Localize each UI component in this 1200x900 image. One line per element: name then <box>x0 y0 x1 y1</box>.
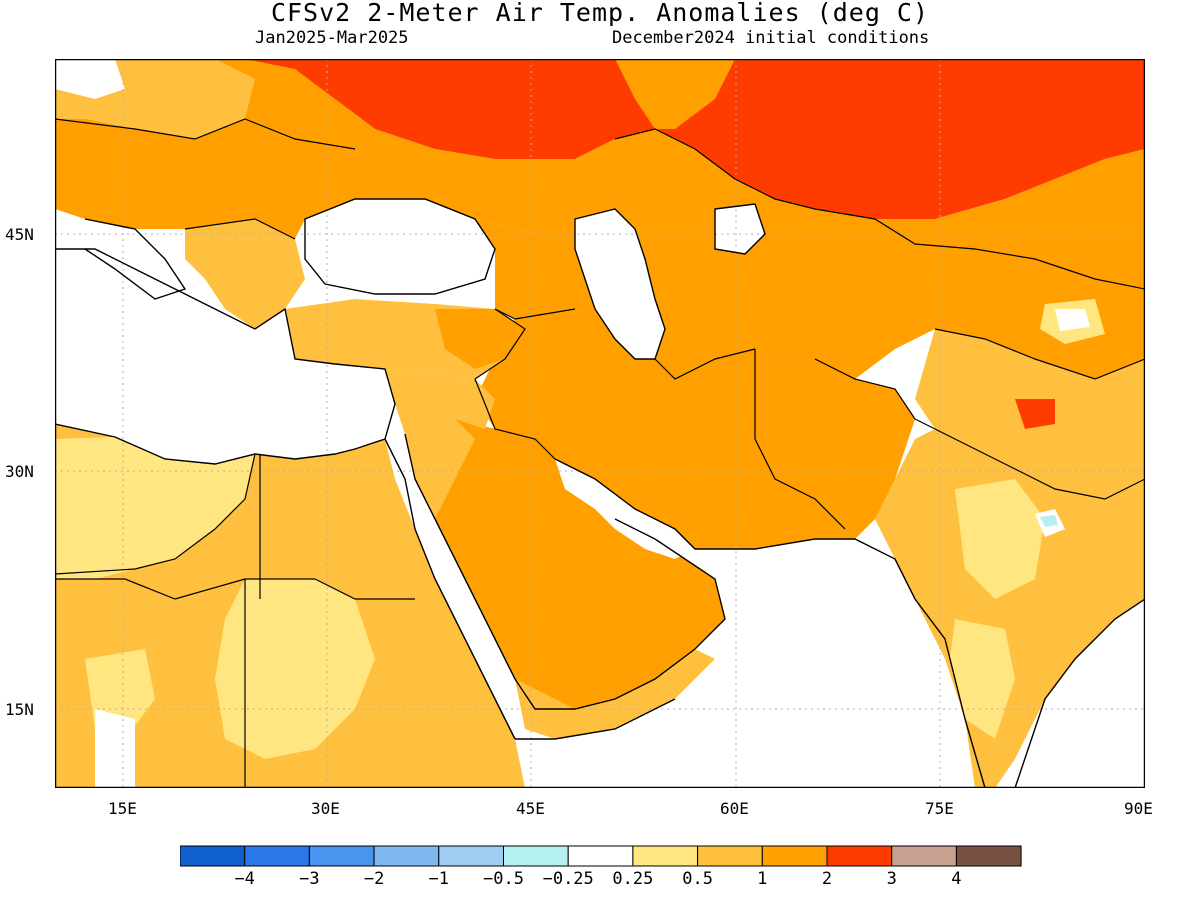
india-mild-1 <box>955 479 1045 599</box>
bay-of-bengal <box>1015 599 1145 788</box>
lat-tick-45n: 45N <box>5 225 34 244</box>
russia-orange-bite <box>615 59 735 129</box>
arabia-land <box>405 419 725 709</box>
tibet-white-spot <box>1055 309 1090 331</box>
legend-swatch-8 <box>697 845 763 867</box>
legend-label: 3 <box>886 869 897 889</box>
turkey-hot <box>435 309 525 369</box>
legend-label: 4 <box>951 869 962 889</box>
legend-swatch-0 <box>180 845 246 867</box>
anomaly-map <box>55 59 1145 788</box>
mediterranean <box>55 249 395 464</box>
lon-tick-90e: 90E <box>1124 799 1153 818</box>
russia-east-orange <box>875 149 1145 289</box>
legend-swatch-5 <box>503 845 569 867</box>
russia-hot <box>245 59 1145 219</box>
lon-tick-45e: 45E <box>516 799 545 818</box>
tibet-hot <box>1015 399 1055 429</box>
legend-swatch-6 <box>567 845 634 867</box>
lat-tick-15n: 15N <box>5 700 34 719</box>
legend-label: −1 <box>428 869 450 889</box>
legend-label: 1 <box>757 869 768 889</box>
legend-swatch-9 <box>761 845 828 867</box>
arabian-sea <box>535 539 985 788</box>
coastlines <box>55 198 1145 788</box>
black-sea <box>305 199 495 294</box>
legend-swatch-1 <box>244 845 310 867</box>
legend-swatch-10 <box>826 845 893 867</box>
legend-label: −0.5 <box>483 869 524 889</box>
legend-swatch-4 <box>438 845 504 867</box>
forecast-period: Jan2025-Mar2025 <box>255 28 409 48</box>
red-sea <box>385 439 525 739</box>
italy-white <box>85 219 185 299</box>
lon-tick-75e: 75E <box>925 799 954 818</box>
levant-land <box>385 369 495 434</box>
map-panel <box>55 59 1145 788</box>
caspian-sea <box>575 209 665 359</box>
pakistan-land <box>755 349 915 529</box>
lat-tick-30n: 30N <box>5 462 34 481</box>
africa-white-patch <box>95 709 135 788</box>
legend-label: −4 <box>234 869 255 889</box>
legend-label: −2 <box>363 869 385 889</box>
legend-label: 0.25 <box>612 869 654 889</box>
map-frame <box>55 59 1145 788</box>
legend-swatch-2 <box>308 845 375 867</box>
india-land <box>875 429 1145 788</box>
persian-gulf <box>555 459 695 559</box>
legend-label: −0.25 <box>542 869 594 889</box>
legend-swatch-3 <box>373 845 440 867</box>
europe-white-bits <box>55 59 125 99</box>
lon-tick-30e: 30E <box>311 799 340 818</box>
lon-tick-15e: 15E <box>108 799 137 818</box>
aral-sea <box>715 204 765 254</box>
legend-label: −3 <box>299 869 320 889</box>
africa-mild-1 <box>55 437 255 579</box>
legend-label: 2 <box>821 869 833 889</box>
graticule <box>55 59 1145 788</box>
initial-conditions: December2024 initial conditions <box>612 28 930 48</box>
legend-swatch-12 <box>955 845 1022 867</box>
legend-colorbar <box>180 845 1022 867</box>
legend-label: 0.5 <box>682 869 713 889</box>
lon-tick-60e: 60E <box>720 799 749 818</box>
map-title: CFSv2 2-Meter Air Temp. Anomalies (deg C… <box>270 0 930 27</box>
legend-swatch-11 <box>891 845 957 867</box>
india-blue-spot <box>1040 515 1058 527</box>
country-borders <box>55 118 1145 788</box>
africa-mild-2 <box>215 579 375 759</box>
balkans-land <box>185 219 305 329</box>
legend-swatch-7 <box>632 845 699 867</box>
